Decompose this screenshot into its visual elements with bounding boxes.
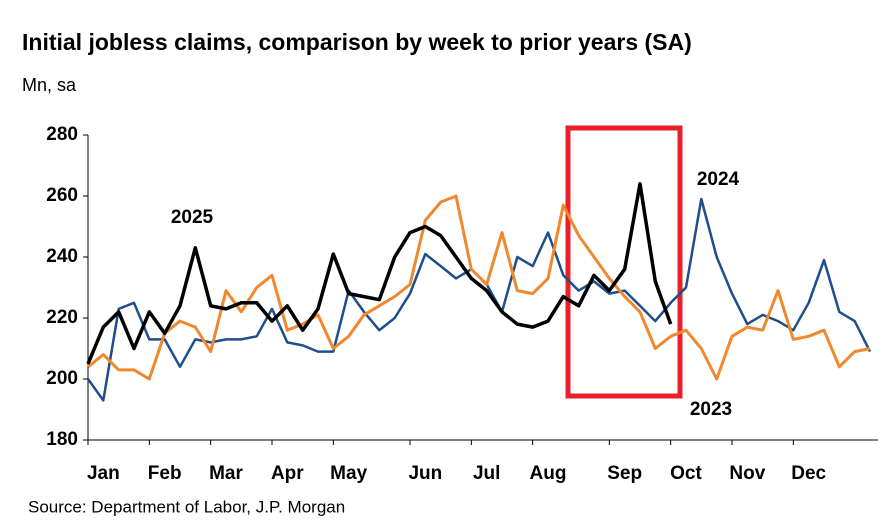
y-tick-label: 200 — [46, 368, 78, 389]
highlight-box — [565, 125, 683, 399]
y-tick-label: 280 — [46, 124, 78, 145]
x-tick-label: Oct — [670, 463, 702, 484]
y-tick-label: 180 — [46, 429, 78, 450]
y-tick-label: 260 — [46, 185, 78, 206]
x-tick-label: Feb — [148, 463, 182, 484]
series-line — [86, 182, 673, 365]
y-tick-label: 220 — [46, 307, 78, 328]
x-tick-label: Jun — [408, 463, 442, 484]
series-line — [86, 197, 872, 402]
chart-subtitle: Mn, sa — [22, 75, 77, 95]
chart-title: Initial jobless claims, comparison by we… — [22, 29, 692, 55]
y-tick-label: 240 — [46, 246, 78, 267]
x-tick-label: Mar — [209, 463, 243, 484]
series-label: 2023 — [690, 399, 732, 420]
source: Source: Department of Labor, J.P. Morgan — [28, 497, 345, 516]
x-tick-label: Apr — [271, 463, 304, 484]
series-label: 2025 — [171, 207, 214, 228]
x-tick-label: Aug — [530, 463, 567, 484]
x-tick-label: Sep — [607, 463, 642, 484]
x-tick-label: Jan — [87, 463, 120, 484]
x-tick-label: May — [330, 463, 367, 484]
series-label: 2024 — [697, 169, 740, 190]
x-tick-label: Dec — [791, 463, 826, 484]
x-tick-label: Jul — [473, 463, 500, 484]
series-line — [87, 194, 871, 381]
x-tick-label: Nov — [729, 463, 765, 484]
